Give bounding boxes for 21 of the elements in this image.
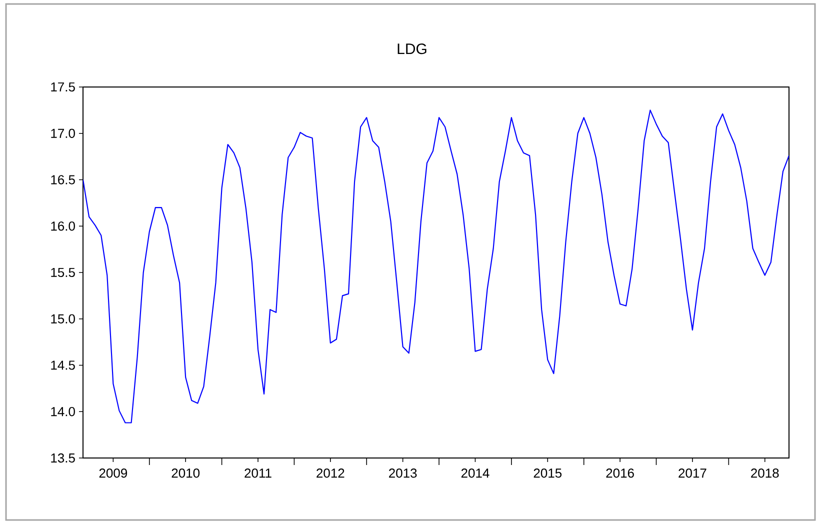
chart-title: LDG <box>398 44 426 54</box>
line-series <box>83 110 789 424</box>
y-tick-label: 16.0 <box>51 222 75 231</box>
y-tick-label: 14.0 <box>51 407 75 416</box>
x-tick-label: 2018 <box>751 468 779 478</box>
y-tick-label: 17.5 <box>51 82 75 92</box>
y-tick-label: 17.0 <box>51 128 75 138</box>
x-tick-label: 2016 <box>606 468 634 478</box>
x-tick-label: 2013 <box>389 468 417 478</box>
y-tick-label: 15.0 <box>51 314 75 324</box>
x-tick-label: 2009 <box>99 468 128 478</box>
x-tick-label: 2015 <box>534 468 562 478</box>
x-tick-label: 2010 <box>172 468 200 478</box>
y-tick-label: 13.5 <box>51 453 75 463</box>
x-tick-label: 2017 <box>678 468 706 478</box>
x-tick-label: 2012 <box>316 468 344 478</box>
x-tick-label: 2011 <box>244 468 272 478</box>
x-tick-label: 2014 <box>461 468 490 478</box>
y-tick-label: 16.5 <box>51 175 75 184</box>
y-tick-label: 14.5 <box>51 360 75 370</box>
y-tick-label: 15.5 <box>51 268 75 278</box>
